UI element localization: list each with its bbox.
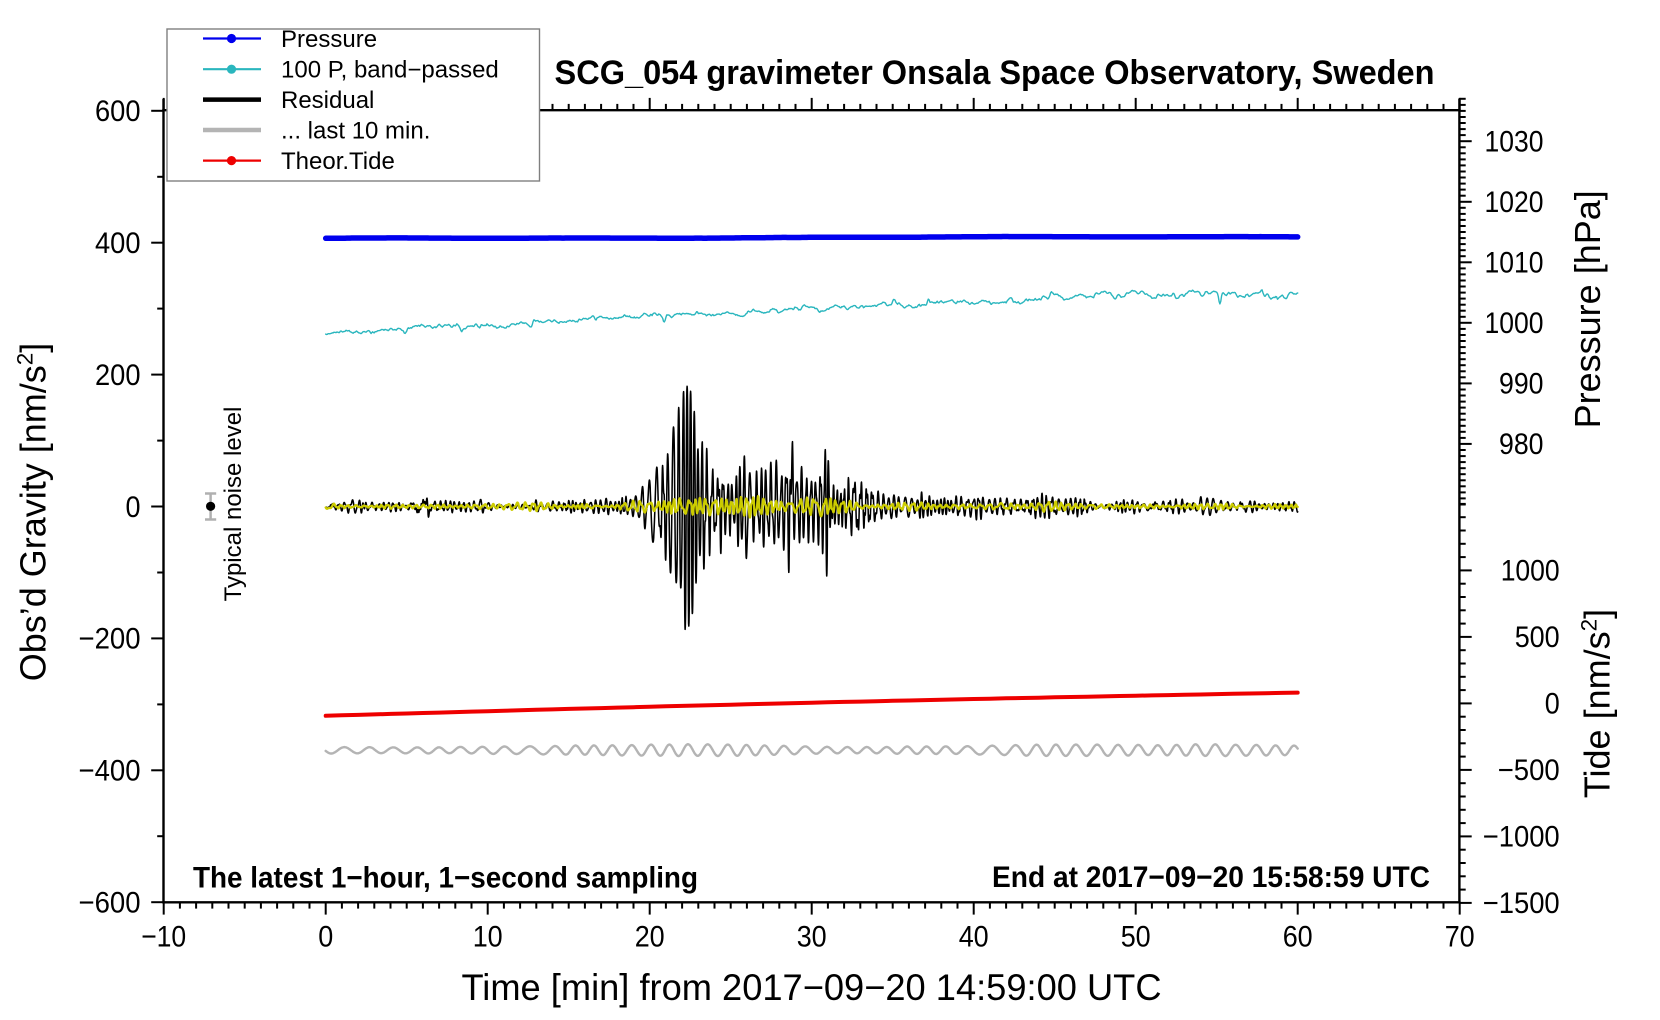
svg-text:20: 20: [635, 921, 665, 954]
svg-text:1000: 1000: [1501, 555, 1560, 588]
svg-text:... last 10 min.: ... last 10 min.: [281, 117, 430, 144]
svg-text:980: 980: [1499, 428, 1544, 461]
svg-text:Residual: Residual: [281, 87, 374, 114]
svg-text:Time [min] from 2017−09−20 14:: Time [min] from 2017−09−20 14:59:00 UTC: [462, 967, 1162, 1008]
svg-text:SCG_054 gravimeter Onsala Spac: SCG_054 gravimeter Onsala Space Observat…: [555, 54, 1435, 92]
svg-text:Typical noise level: Typical noise level: [220, 407, 247, 602]
svg-text:0: 0: [318, 921, 333, 954]
svg-text:1020: 1020: [1485, 186, 1544, 219]
svg-text:500: 500: [1515, 621, 1560, 654]
svg-text:0: 0: [1545, 688, 1560, 721]
svg-text:1000: 1000: [1485, 307, 1544, 340]
svg-text:100 P, band−passed: 100 P, band−passed: [281, 57, 499, 84]
svg-text:50: 50: [1121, 921, 1151, 954]
svg-text:1030: 1030: [1485, 126, 1544, 159]
svg-text:−500: −500: [1498, 754, 1560, 787]
svg-text:Theor.Tide: Theor.Tide: [281, 148, 395, 175]
svg-text:−600: −600: [79, 887, 141, 920]
svg-text:End at 2017−09−20 15:58:59 UTC: End at 2017−09−20 15:58:59 UTC: [992, 861, 1430, 894]
svg-text:−400: −400: [79, 755, 141, 788]
svg-text:990: 990: [1499, 368, 1544, 401]
svg-text:−10: −10: [141, 921, 186, 954]
svg-text:600: 600: [95, 95, 141, 128]
svg-text:−1500: −1500: [1483, 887, 1560, 920]
svg-text:70: 70: [1445, 921, 1475, 954]
svg-text:40: 40: [959, 921, 989, 954]
svg-text:−200: −200: [79, 623, 141, 656]
svg-text:60: 60: [1283, 921, 1313, 954]
svg-text:Pressure [hPa]: Pressure [hPa]: [1567, 190, 1608, 428]
svg-text:−1000: −1000: [1483, 821, 1560, 854]
svg-text:10: 10: [473, 921, 503, 954]
svg-text:200: 200: [95, 359, 141, 392]
svg-text:400: 400: [95, 227, 141, 260]
svg-text:The latest 1−hour, 1−second sa: The latest 1−hour, 1−second sampling: [193, 861, 698, 894]
svg-text:1010: 1010: [1485, 247, 1544, 280]
svg-text:Pressure: Pressure: [281, 26, 377, 53]
svg-text:0: 0: [126, 491, 141, 524]
svg-text:Obs’d Gravity [nm/s2]: Obs’d Gravity [nm/s2]: [13, 343, 54, 682]
svg-text:30: 30: [797, 921, 827, 954]
svg-text:Tide [nm/s2]: Tide [nm/s2]: [1577, 609, 1618, 798]
